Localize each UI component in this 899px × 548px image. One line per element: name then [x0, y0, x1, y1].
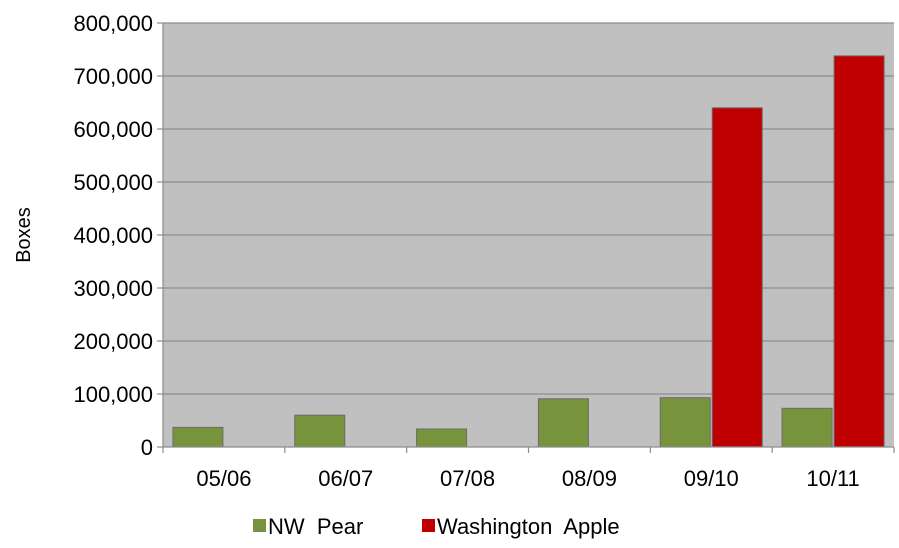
x-tick-label: 10/11	[806, 466, 859, 491]
legend-label: Washington Apple	[437, 514, 620, 539]
y-tick-label: 500,000	[73, 170, 153, 195]
y-tick-label: 0	[141, 435, 153, 460]
y-tick-labels: 0 100,000 200,000 300,000 400,000 500,000 600,…	[73, 11, 153, 460]
legend: NW Pear Washington Apple	[253, 514, 620, 539]
x-tick-label: 07/08	[440, 466, 495, 491]
y-tick-label: 800,000	[73, 11, 153, 36]
bar-nw-pear	[416, 428, 468, 448]
bars	[172, 55, 885, 448]
bar-nw-pear	[172, 426, 224, 448]
bar-nw-pear	[659, 397, 711, 448]
legend-swatch	[253, 519, 266, 532]
y-axis-title: Boxes	[13, 207, 35, 263]
y-tick-label: 700,000	[73, 64, 153, 89]
y-tick-label: 400,000	[73, 223, 153, 248]
bar-nw-pear	[294, 414, 346, 448]
bar-washington-apple	[711, 107, 763, 448]
y-tick-label: 200,000	[73, 329, 153, 354]
gridlines	[163, 22, 894, 395]
y-tick-label: 100,000	[73, 382, 153, 407]
x-tick-label: 09/10	[684, 466, 739, 491]
x-tick-label: 06/07	[318, 466, 373, 491]
x-tick-labels: 05/06 06/07 07/08 08/09 09/10 10/11	[196, 466, 859, 491]
legend-swatch	[422, 519, 435, 532]
legend-label: NW Pear	[268, 514, 363, 539]
bar-nw-pear	[537, 398, 589, 448]
bar-washington-apple	[833, 55, 885, 448]
y-tick-label: 600,000	[73, 117, 153, 142]
y-tick-label: 300,000	[73, 276, 153, 301]
axes	[157, 22, 895, 453]
bar-nw-pear	[781, 407, 833, 448]
x-tick-label: 08/09	[562, 466, 617, 491]
x-tick-label: 05/06	[196, 466, 251, 491]
